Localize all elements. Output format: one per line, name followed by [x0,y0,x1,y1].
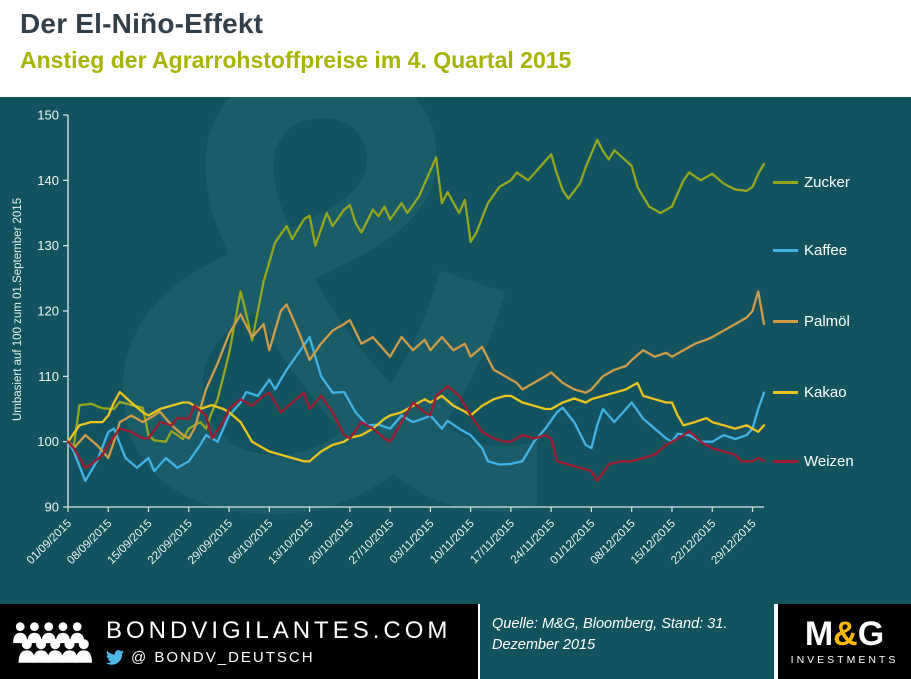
crowd-icon [13,621,92,663]
page-subtitle: Anstieg der Agrarrohstoffpreise im 4. Qu… [20,47,572,73]
line-chart: 9010011012013014015001/09/201508/09/2015… [25,108,766,567]
legend-label-palmoel: Palmöl [804,313,850,330]
legend-item-weizen: Weizen [773,453,854,470]
twitter-bird-icon [106,650,124,665]
legend-item-zucker: Zucker [773,174,850,191]
chart-panel: & Umbasiert auf 100 zum 01.September 201… [0,97,911,604]
legend-label-zucker: Zucker [804,174,850,191]
y-tick-label: 130 [37,238,59,253]
source-line-2: Dezember 2015 [492,637,596,654]
legend-swatch-palmoel [773,320,798,323]
legend-swatch-weizen [773,460,798,463]
mg-logo-ampersand: & [833,615,858,653]
source-line-1: Quelle: M&G, Bloomberg, Stand: 31. [492,616,728,632]
chart-legend: Zucker Kaffee Palmöl Kakao Weizen [0,97,911,604]
y-tick-label: 100 [37,434,59,449]
series-line-palmöl [66,290,766,460]
series-line-zucker [66,138,766,448]
site-link[interactable]: BONDVIGILANTES.COM [106,617,452,644]
mg-logo-subtitle: INVESTMENTS [790,654,899,666]
header: Der El-Niño-Effekt Anstieg der Agrarrohs… [0,0,911,97]
legend-swatch-kakao [773,391,798,394]
legend-item-kakao: Kakao [773,384,847,401]
y-tick-label: 150 [37,108,59,123]
source-box: Quelle: M&G, Bloomberg, Stand: 31. Dezem… [478,604,776,679]
mg-logo-wordmark: M&G [805,617,884,651]
series-line-weizen [66,384,766,483]
legend-label-kakao: Kakao [804,384,847,401]
series-line-kakao [66,381,766,463]
legend-label-kaffee: Kaffee [804,242,848,259]
y-tick-label: 110 [38,369,59,384]
y-tick-label: 120 [37,304,59,319]
series-line-kaffee [66,335,766,483]
footer: BONDVIGILANTES.COM @ BONDV_DEUTSCH Quell… [0,604,911,679]
y-tick-label: 140 [37,173,59,188]
legend-item-palmoel: Palmöl [773,313,850,330]
mg-logo: M&G INVESTMENTS [776,604,911,679]
legend-label-weizen: Weizen [804,453,854,470]
page-title: Der El-Niño-Effekt [20,8,264,39]
footer-text-block: BONDVIGILANTES.COM @ BONDV_DEUTSCH [106,617,451,666]
footer-brand: BONDVIGILANTES.COM @ BONDV_DEUTSCH [0,604,478,679]
y-tick-label: 90 [45,500,59,515]
legend-item-kaffee: Kaffee [773,242,847,259]
legend-swatch-zucker [773,181,798,184]
twitter-row: @ BONDV_DEUTSCH [106,649,451,666]
mg-logo-g: G [857,615,885,653]
mg-logo-m: M [804,615,834,653]
legend-swatch-kaffee [773,249,798,252]
twitter-handle-link[interactable]: @ BONDV_DEUTSCH [131,649,315,666]
